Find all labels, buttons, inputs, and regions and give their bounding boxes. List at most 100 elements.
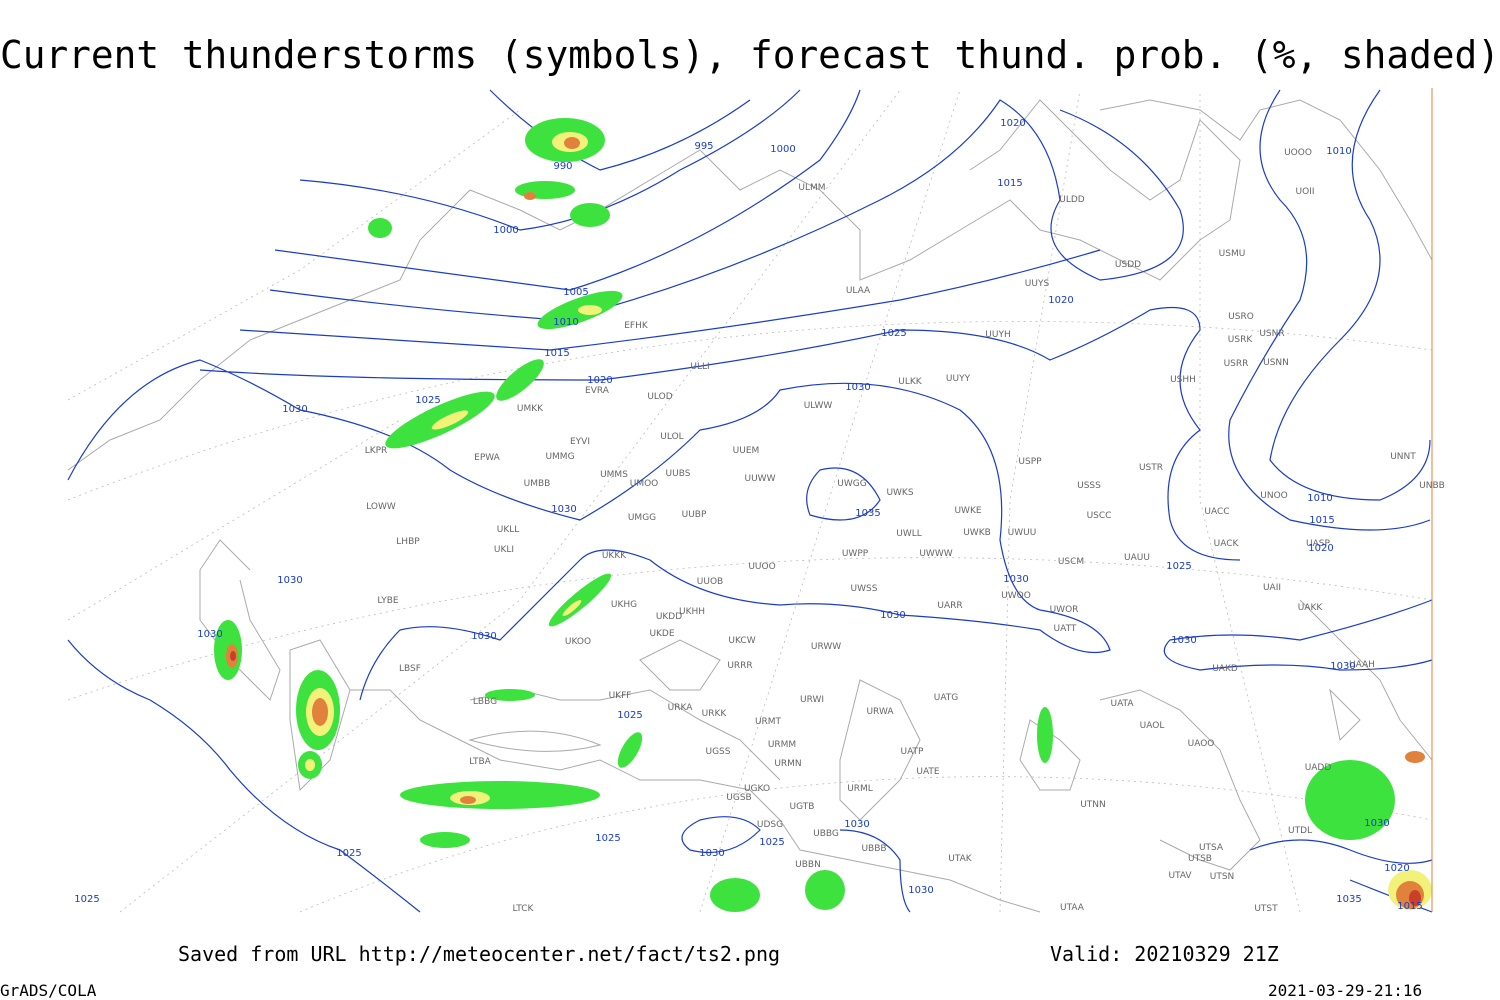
station-label: UKKK xyxy=(602,551,627,561)
station-label: USNR xyxy=(1259,329,1284,339)
isobar-label: 1020 xyxy=(1308,543,1333,554)
isobar-label: 1015 xyxy=(997,178,1022,189)
isobar-labels: 990 995 1000 1000 1020 1015 1005 1010 1015 1020 10… xyxy=(74,118,1422,912)
station-label: UGSS xyxy=(706,747,731,757)
station-label: UATG xyxy=(934,693,959,703)
station-label: USHH xyxy=(1170,375,1196,385)
isobar-label: 1030 xyxy=(1330,661,1355,672)
probability-shading xyxy=(214,118,1432,912)
station-label: USRO xyxy=(1228,312,1254,322)
map-frame: ULMM ULDD USDD USMU ULAA UUYS USRO USRK USNR USRR… xyxy=(67,88,1445,914)
isobar-label: 1030 xyxy=(551,504,576,515)
station-label: UNOO xyxy=(1260,491,1288,501)
isobar-label: 1020 xyxy=(1000,118,1025,129)
station-label: UAOL xyxy=(1140,721,1165,731)
station-label: LOWW xyxy=(366,502,396,512)
station-label: ULWW xyxy=(804,401,833,411)
grid xyxy=(67,89,1433,913)
isobar-label: 1020 xyxy=(587,375,612,386)
station-label: UBBN xyxy=(795,860,821,870)
station-label: UTAV xyxy=(1168,871,1192,881)
isobar-label: 1025 xyxy=(74,894,99,905)
station-label: EVRA xyxy=(585,386,610,396)
isobar-label: 1030 xyxy=(471,631,496,642)
station-label: UKHG xyxy=(611,600,637,610)
station-label: LHBP xyxy=(396,537,420,547)
station-label: UAII xyxy=(1263,583,1281,593)
station-label: UOII xyxy=(1296,187,1315,197)
station-label: UWKE xyxy=(954,506,981,516)
station-label: ULOD xyxy=(647,392,672,402)
station-label: UWKS xyxy=(886,488,913,498)
station-label: UWKB xyxy=(963,528,991,538)
station-label: UUWW xyxy=(745,474,776,484)
isobar-label: 1010 xyxy=(1326,146,1351,157)
station-label: UKOO xyxy=(565,637,591,647)
station-label: UTSB xyxy=(1188,854,1212,864)
station-label: UWOO xyxy=(1001,591,1031,601)
isobar-label: 1030 xyxy=(699,848,724,859)
station-label: USRR xyxy=(1224,359,1249,369)
station-label: UUBP xyxy=(682,510,707,520)
station-label: UMBB xyxy=(524,479,551,489)
station-label: URMT xyxy=(755,717,782,727)
station-label: URKA xyxy=(668,703,694,713)
station-label: URWW xyxy=(811,642,841,652)
isobar-label: 1030 xyxy=(277,575,302,586)
station-label: LBSF xyxy=(399,664,421,674)
station-label: USPP xyxy=(1018,457,1042,467)
timestamp: 2021-03-29-21:16 xyxy=(1268,981,1422,1000)
source-url: Saved from URL http://meteocenter.net/fa… xyxy=(178,942,780,966)
station-label: LTBA xyxy=(469,757,491,767)
station-label: URML xyxy=(847,784,873,794)
station-label: UWWW xyxy=(919,549,952,559)
station-label: UWUU xyxy=(1008,528,1037,538)
software: GrADS/COLA xyxy=(0,981,97,1000)
isobar-label: 1020 xyxy=(1048,295,1073,306)
station-label: UWPP xyxy=(842,549,869,559)
station-label: UMMS xyxy=(600,470,628,480)
station-label: UBBG xyxy=(813,829,839,839)
isobar-label: 1025 xyxy=(617,710,642,721)
isobar-label: 1025 xyxy=(881,328,906,339)
station-label: UWLL xyxy=(896,529,922,539)
station-label: UATP xyxy=(901,747,925,757)
isobar-label: 1025 xyxy=(595,833,620,844)
station-label: UKFF xyxy=(609,691,632,701)
station-label: UKHH xyxy=(679,607,705,617)
station-label: UUOB xyxy=(697,577,723,587)
station-label: URWI xyxy=(800,695,824,705)
station-label: UASP xyxy=(1306,539,1330,549)
station-label: USDD xyxy=(1115,260,1141,270)
station-label: USCM xyxy=(1058,557,1084,567)
station-label: UWSS xyxy=(851,584,878,594)
station-label: UMOO xyxy=(630,479,659,489)
isobar-label: 1025 xyxy=(415,395,440,406)
isobar-label: 1015 xyxy=(544,348,569,359)
isobar-label: 1000 xyxy=(493,225,518,236)
station-label: USTR xyxy=(1139,463,1163,473)
station-label: UTAK xyxy=(948,854,973,864)
station-label: ULKK xyxy=(898,377,923,387)
station-label: ULDD xyxy=(1059,195,1085,205)
station-label: UADD xyxy=(1305,763,1332,773)
station-label: UKCW xyxy=(728,636,755,646)
station-label: UUEM xyxy=(733,446,760,456)
station-label: UMMG xyxy=(545,452,574,462)
isobar-label: 1000 xyxy=(770,144,795,155)
isobar-label: 1035 xyxy=(855,508,880,519)
isobar-label: 1035 xyxy=(1336,894,1361,905)
isobar-label: 1020 xyxy=(1384,863,1409,874)
station-label: UAOO xyxy=(1188,739,1215,749)
station-label: URMM xyxy=(768,740,796,750)
station-label: UTSN xyxy=(1210,872,1235,882)
isobar-label: 1030 xyxy=(1171,635,1196,646)
isobar-label: 1030 xyxy=(197,629,222,640)
station-label: LKPR xyxy=(365,446,388,456)
isobar-label: 1025 xyxy=(336,848,361,859)
station-label: EYVI xyxy=(570,437,590,447)
station-label: USMU xyxy=(1219,249,1246,259)
station-label: UATE xyxy=(916,767,940,777)
isobar-label: 1010 xyxy=(1307,493,1332,504)
